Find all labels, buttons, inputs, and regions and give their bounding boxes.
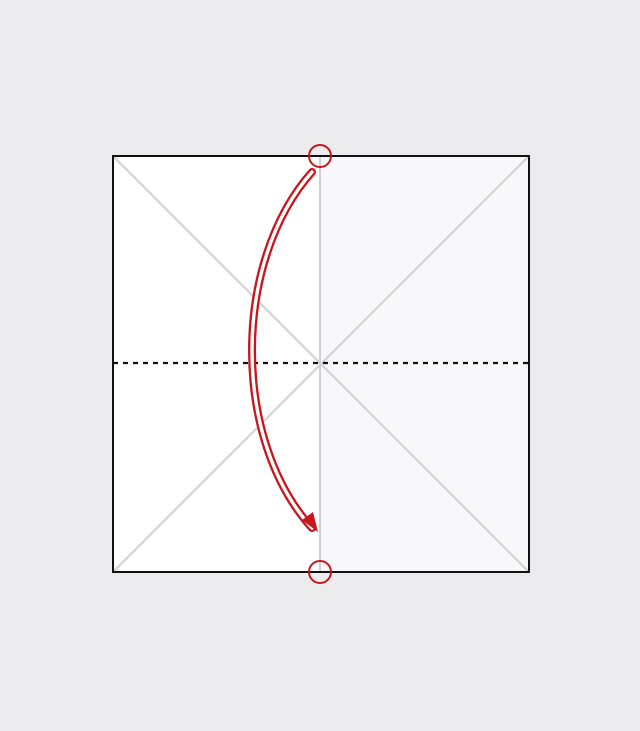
end-point-circle-marker-icon: [308, 560, 332, 584]
arrow-inner: [250, 170, 314, 530]
start-point-circle-marker-icon: [308, 144, 332, 168]
arrowhead: [302, 512, 318, 532]
curved-fold-arrow-icon: [248, 168, 318, 532]
existing-creases: [112, 155, 530, 573]
